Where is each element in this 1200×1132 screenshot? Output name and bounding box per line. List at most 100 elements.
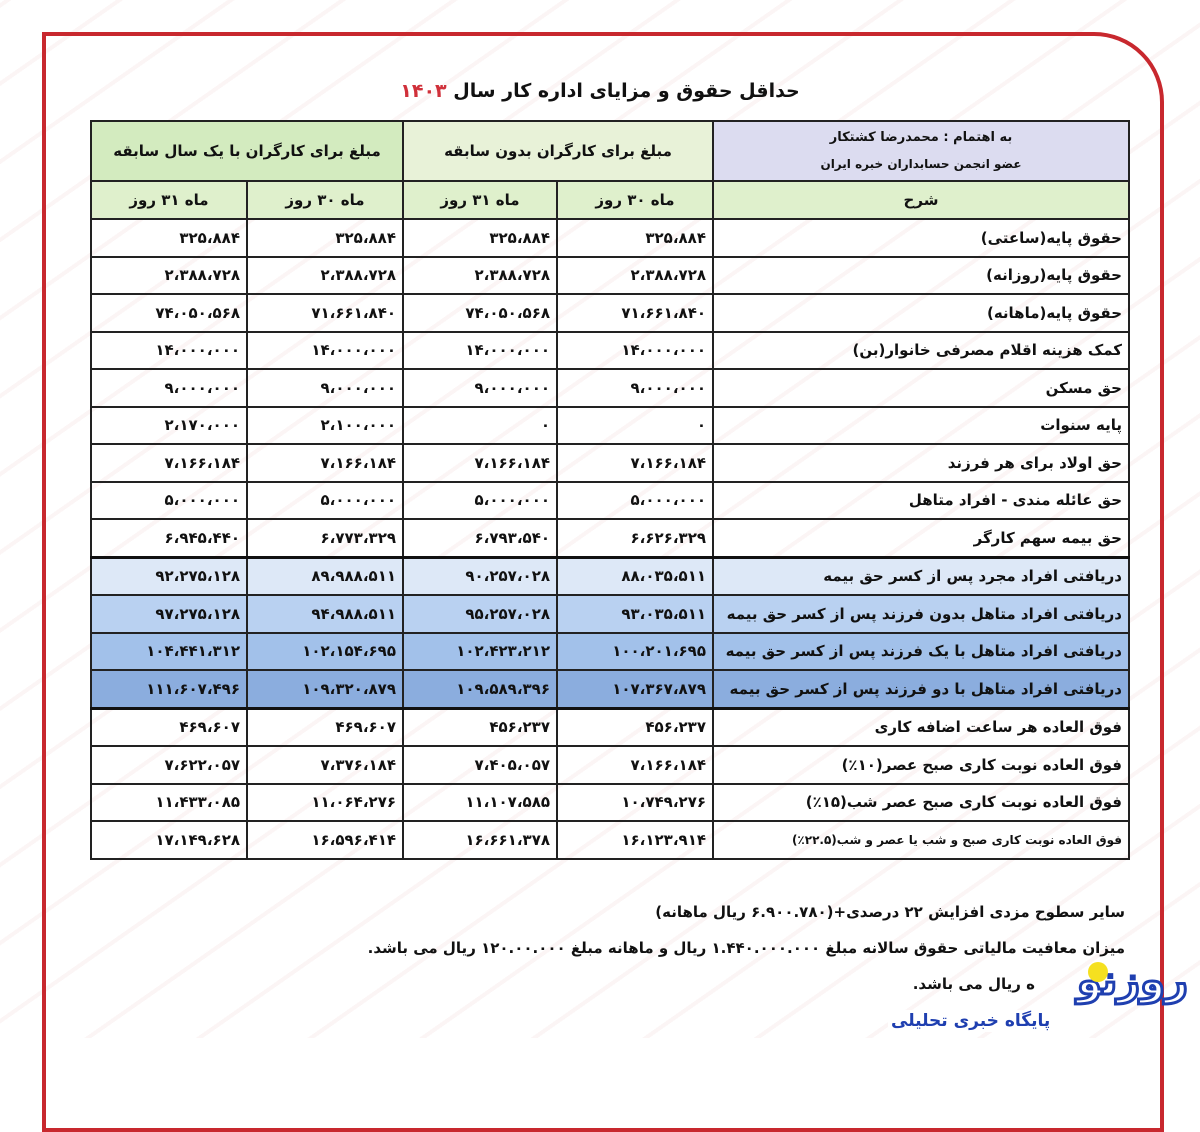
row-description: دریافتی افراد متاهل بدون فرزند پس از کسر…: [712, 594, 1130, 634]
row-value: ۴۶۹،۶۰۷: [246, 706, 404, 747]
row-value: ۷،۳۷۶،۱۸۴: [246, 745, 404, 785]
logo-tagline: پایگاه خبری تحلیلی: [888, 1010, 1054, 1032]
note-tax-exemption: میزان معافیت مالیاتی حقوق سالانه مبلغ ۱.…: [367, 939, 1125, 957]
row-value: ۶،۷۹۳،۵۴۰: [402, 518, 558, 558]
row-value: ۱۴،۰۰۰،۰۰۰: [90, 330, 248, 370]
col-noexp-30: ماه ۳۰ روز: [556, 180, 714, 220]
table-row: حقوق پایه(ماهانه) ۷۱،۶۶۱،۸۴۰ ۷۴،۰۵۰،۵۶۸ ۷۱،…: [90, 293, 1130, 333]
table-row: فوق العاده نوبت کاری صبح و شب یا عصر و ش…: [90, 820, 1130, 860]
desc-column-header: شرح: [712, 180, 1130, 220]
row-value: ۱۷،۱۴۹،۶۲۸: [90, 820, 248, 860]
row-value: ۷،۴۰۵،۰۵۷: [402, 745, 558, 785]
table-row: حق بیمه سهم کارگر ۶،۶۲۶،۳۲۹ ۶،۷۹۳،۵۴۰ ۶،۷۷۳…: [90, 518, 1130, 558]
row-value: ۴۶۹،۶۰۷: [90, 706, 248, 747]
row-value: ۱۰۲،۱۵۴،۶۹۵: [246, 631, 404, 671]
row-value: ۷۱،۶۶۱،۸۴۰: [246, 293, 404, 333]
row-value: ۹،۰۰۰،۰۰۰: [402, 368, 558, 408]
row-description: حق اولاد برای هر فرزند: [712, 443, 1130, 483]
row-value: ۲،۳۸۸،۷۲۸: [556, 255, 714, 295]
row-value: ۹۲،۲۷۵،۱۲۸: [90, 555, 248, 596]
author-line1: به اهتمام : محمدرضا کشتکار: [829, 130, 1013, 145]
row-value: ۹،۰۰۰،۰۰۰: [246, 368, 404, 408]
row-value: ۲،۱۷۰،۰۰۰: [90, 405, 248, 445]
table-row: کمک هزینه اقلام مصرفی خانوار(بن) ۱۴،۰۰۰،۰…: [90, 330, 1130, 370]
row-value: ۶،۷۷۳،۳۲۹: [246, 518, 404, 558]
col-exp-30: ماه ۳۰ روز: [246, 180, 404, 220]
row-value: ۵،۰۰۰،۰۰۰: [90, 480, 248, 520]
table-row: حقوق پایه(ساعتی) ۳۲۵،۸۸۴ ۳۲۵،۸۸۴ ۳۲۵،۸۸۴ ۳۲۵…: [90, 218, 1130, 258]
salary-table: به اهتمام : محمدرضا کشتکار عضو انجمن حسا…: [90, 120, 1130, 860]
row-value: ۱۰۷،۳۶۷،۸۷۹: [556, 669, 714, 709]
col-exp-31: ماه ۳۱ روز: [90, 180, 248, 220]
row-value: ۹۴،۹۸۸،۵۱۱: [246, 594, 404, 634]
row-description: حق بیمه سهم کارگر: [712, 518, 1130, 558]
row-value: ۳۲۵،۸۸۴: [556, 218, 714, 258]
row-value: ۲،۳۸۸،۷۲۸: [90, 255, 248, 295]
table-row: دریافتی افراد متاهل بدون فرزند پس از کسر…: [90, 594, 1130, 634]
row-description: پایه سنوات: [712, 405, 1130, 445]
row-value: ۵،۰۰۰،۰۰۰: [556, 480, 714, 520]
row-value: ۰: [402, 405, 558, 445]
author-cell: به اهتمام : محمدرضا کشتکار عضو انجمن حسا…: [712, 120, 1130, 182]
row-value: ۷۴،۰۵۰،۵۶۸: [402, 293, 558, 333]
table-row: دریافتی افراد متاهل با دو فرزند پس از کس…: [90, 669, 1130, 709]
row-value: ۴۵۶،۲۳۷: [402, 706, 558, 747]
group-no-experience: مبلغ برای کارگران بدون سابقه: [402, 120, 714, 182]
row-value: ۷،۱۶۶،۱۸۴: [556, 745, 714, 785]
row-description: حق مسکن: [712, 368, 1130, 408]
row-description: حقوق پایه(ماهانه): [712, 293, 1130, 333]
row-value: ۱۰۹،۵۸۹،۳۹۶: [402, 669, 558, 709]
row-value: ۱۰،۷۴۹،۲۷۶: [556, 782, 714, 822]
table-row: فوق العاده نوبت کاری صبح عصر(۱۰٪) ۷،۱۶۶،۱…: [90, 745, 1130, 785]
table-row: حقوق پایه(روزانه) ۲،۳۸۸،۷۲۸ ۲،۳۸۸،۷۲۸ ۲،۳۸۸…: [90, 255, 1130, 295]
title-year: ۱۴۰۳: [400, 80, 447, 102]
row-value: ۵،۰۰۰،۰۰۰: [246, 480, 404, 520]
row-value: ۲،۱۰۰،۰۰۰: [246, 405, 404, 445]
page-title: حداقل حقوق و مزایای اداره کار سال ۱۴۰۳: [0, 80, 1200, 102]
row-description: کمک هزینه اقلام مصرفی خانوار(بن): [712, 330, 1130, 370]
row-value: ۳۲۵،۸۸۴: [246, 218, 404, 258]
row-value: ۹۳،۰۳۵،۵۱۱: [556, 594, 714, 634]
title-text: حداقل حقوق و مزایای اداره کار سال: [453, 80, 800, 102]
row-value: ۱۱،۴۳۳،۰۸۵: [90, 782, 248, 822]
table-row: دریافتی افراد متاهل با یک فرزند پس از کس…: [90, 631, 1130, 671]
group-one-year: مبلغ برای کارگران با یک سال سابقه: [90, 120, 404, 182]
row-description: فوق العاده هر ساعت اضافه کاری: [712, 706, 1130, 747]
row-value: ۱۶،۶۶۱،۳۷۸: [402, 820, 558, 860]
table-row: حق عائله مندی - افراد متاهل ۵،۰۰۰،۰۰۰ ۵،۰۰…: [90, 480, 1130, 520]
table-row: فوق العاده نوبت کاری صبح عصر شب(۱۵٪) ۱۰،۷…: [90, 782, 1130, 822]
row-value: ۶،۹۴۵،۴۴۰: [90, 518, 248, 558]
row-value: ۷،۱۶۶،۱۸۴: [556, 443, 714, 483]
row-value: ۱۰۴،۴۴۱،۳۱۲: [90, 631, 248, 671]
row-value: ۸۸،۰۳۵،۵۱۱: [556, 555, 714, 596]
row-value: ۴۵۶،۲۳۷: [556, 706, 714, 747]
row-value: ۱۰۲،۴۲۳،۲۱۲: [402, 631, 558, 671]
row-value: ۳۲۵،۸۸۴: [402, 218, 558, 258]
row-value: ۷۱،۶۶۱،۸۴۰: [556, 293, 714, 333]
table-row: حق مسکن ۹،۰۰۰،۰۰۰ ۹،۰۰۰،۰۰۰ ۹،۰۰۰،۰۰۰ ۹،۰۰۰،…: [90, 368, 1130, 408]
table-row: دریافتی افراد مجرد پس از کسر حق بیمه ۸۸،۰…: [90, 555, 1130, 596]
row-value: ۷،۱۶۶،۱۸۴: [402, 443, 558, 483]
row-value: ۲،۳۸۸،۷۲۸: [402, 255, 558, 295]
row-description: فوق العاده نوبت کاری صبح و شب یا عصر و ش…: [712, 820, 1130, 860]
row-value: ۵،۰۰۰،۰۰۰: [402, 480, 558, 520]
row-value: ۳۲۵،۸۸۴: [90, 218, 248, 258]
row-value: ۱۱،۱۰۷،۵۸۵: [402, 782, 558, 822]
col-noexp-31: ماه ۳۱ روز: [402, 180, 558, 220]
row-description: دریافتی افراد متاهل با یک فرزند پس از کس…: [712, 631, 1130, 671]
row-value: ۱۰۰،۲۰۱،۶۹۵: [556, 631, 714, 671]
row-description: حق عائله مندی - افراد متاهل: [712, 480, 1130, 520]
row-value: ۹۷،۲۷۵،۱۲۸: [90, 594, 248, 634]
table-row: فوق العاده هر ساعت اضافه کاری ۴۵۶،۲۳۷ ۴۵۶،…: [90, 706, 1130, 747]
row-value: ۱۴،۰۰۰،۰۰۰: [402, 330, 558, 370]
note-wage-levels: سایر سطوح مزدی افزایش ۲۲ درصدی+(۶.۹۰۰.۷۸…: [655, 903, 1125, 921]
row-description: دریافتی افراد متاهل با دو فرزند پس از کس…: [712, 669, 1130, 709]
row-value: ۸۹،۹۸۸،۵۱۱: [246, 555, 404, 596]
row-value: ۹،۰۰۰،۰۰۰: [556, 368, 714, 408]
row-value: ۱۴،۰۰۰،۰۰۰: [246, 330, 404, 370]
row-value: ۹۵،۲۵۷،۰۲۸: [402, 594, 558, 634]
row-value: ۱۶،۵۹۶،۴۱۴: [246, 820, 404, 860]
row-value: ۰: [556, 405, 714, 445]
row-value: ۱۱۱،۶۰۷،۴۹۶: [90, 669, 248, 709]
row-value: ۲،۳۸۸،۷۲۸: [246, 255, 404, 295]
